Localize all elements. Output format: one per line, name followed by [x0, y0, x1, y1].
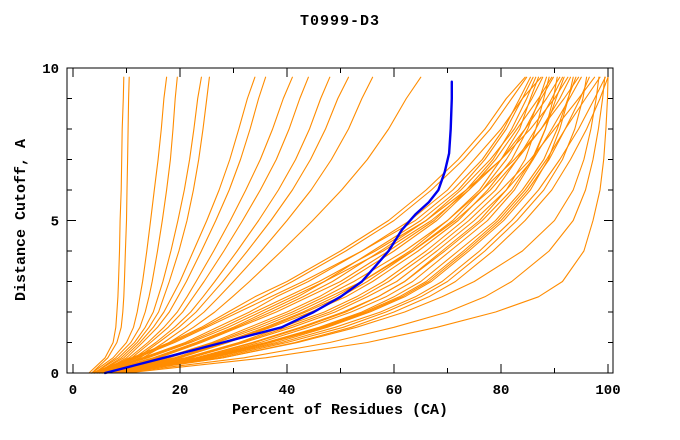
x-tick-label: 60 [386, 383, 403, 399]
model-curve [107, 76, 565, 374]
model-curve [96, 76, 210, 374]
model-curve [104, 76, 564, 374]
model-curve [107, 76, 582, 374]
model-curve [91, 76, 528, 374]
model-curve [93, 76, 178, 374]
model-curve [99, 76, 267, 374]
highlight-curve [103, 80, 453, 375]
model-curve [96, 76, 256, 374]
model-curve [99, 76, 553, 374]
model-curve [88, 76, 125, 374]
x-tick-label: 0 [69, 383, 77, 399]
model-curve [117, 76, 588, 374]
model-curve [101, 76, 331, 374]
model-curve [125, 76, 609, 374]
model-curve [101, 76, 350, 374]
chart-title: T0999-D3 [299, 13, 380, 30]
model-curve [91, 76, 130, 374]
model-curve [101, 76, 554, 374]
model-curve [115, 76, 606, 374]
model-curve [96, 76, 534, 374]
model-curve [104, 76, 596, 374]
y-tick-label: 10 [42, 62, 59, 78]
x-axis-label: Percent of Residues (CA) [231, 402, 449, 419]
y-tick-label: 0 [51, 367, 59, 383]
model-curve [93, 76, 531, 374]
model-curve [104, 76, 548, 374]
x-tick-label: 80 [493, 383, 510, 399]
model-curve [99, 76, 293, 374]
x-tick-label: 20 [172, 383, 189, 399]
model-curve [93, 76, 569, 374]
model-curve [99, 76, 580, 374]
model-curve [109, 76, 601, 374]
model-curve [91, 76, 526, 374]
model-curve [115, 76, 600, 374]
x-tick-label: 40 [279, 383, 296, 399]
x-tick-label: 100 [595, 383, 620, 399]
model-curve [120, 76, 609, 374]
model-curve [93, 76, 542, 374]
model-curve [99, 76, 537, 374]
model-curve [112, 76, 574, 374]
model-curve [104, 76, 374, 374]
model-curve [120, 76, 606, 374]
model-curve [96, 76, 561, 374]
model-curve [91, 76, 168, 374]
model-curve [109, 76, 577, 374]
y-tick-label: 5 [51, 215, 59, 231]
model-curve [104, 76, 422, 374]
model-curve [107, 76, 550, 374]
model-curve [99, 76, 309, 374]
model-curve [93, 76, 202, 374]
model-curve [96, 76, 544, 374]
